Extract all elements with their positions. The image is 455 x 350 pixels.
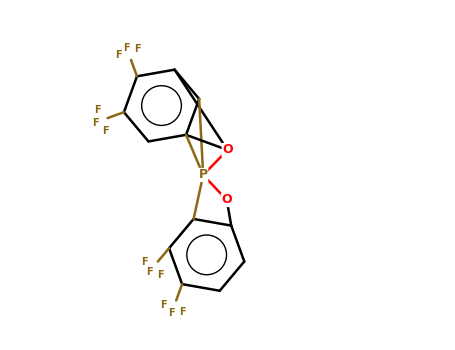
Text: F: F — [168, 308, 175, 318]
Text: P: P — [199, 168, 208, 182]
Text: F: F — [142, 257, 148, 267]
Text: F: F — [179, 307, 186, 317]
Text: F: F — [102, 126, 109, 136]
Text: O: O — [222, 144, 233, 156]
Text: F: F — [146, 267, 153, 276]
Text: F: F — [115, 50, 122, 61]
Text: O: O — [222, 194, 232, 206]
Text: F: F — [92, 118, 99, 128]
Text: F: F — [123, 43, 130, 52]
Text: F: F — [134, 43, 141, 54]
Text: F: F — [161, 300, 167, 310]
Text: F: F — [94, 105, 101, 115]
Text: F: F — [157, 270, 163, 280]
